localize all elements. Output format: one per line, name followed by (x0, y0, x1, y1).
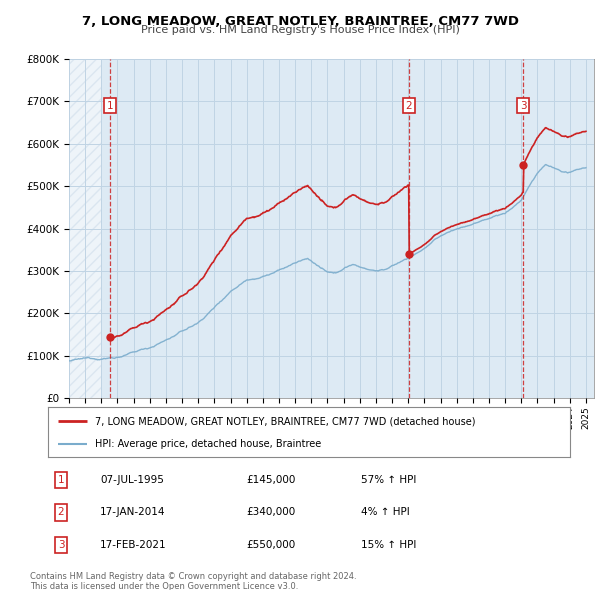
Text: 7, LONG MEADOW, GREAT NOTLEY, BRAINTREE, CM77 7WD (detached house): 7, LONG MEADOW, GREAT NOTLEY, BRAINTREE,… (95, 416, 475, 426)
Text: £145,000: £145,000 (247, 475, 296, 485)
Text: 2: 2 (406, 101, 412, 111)
Text: 17-JAN-2014: 17-JAN-2014 (100, 507, 166, 517)
Text: 57% ↑ HPI: 57% ↑ HPI (361, 475, 416, 485)
Text: £550,000: £550,000 (247, 540, 296, 550)
Text: 3: 3 (58, 540, 64, 550)
Text: 2: 2 (58, 507, 64, 517)
Text: Contains HM Land Registry data © Crown copyright and database right 2024.: Contains HM Land Registry data © Crown c… (30, 572, 356, 581)
Text: HPI: Average price, detached house, Braintree: HPI: Average price, detached house, Brai… (95, 439, 321, 449)
Bar (69, 59, 101, 398)
Text: £340,000: £340,000 (247, 507, 296, 517)
Text: 1: 1 (106, 101, 113, 111)
Text: 1: 1 (58, 475, 64, 485)
Text: 17-FEB-2021: 17-FEB-2021 (100, 540, 167, 550)
Text: This data is licensed under the Open Government Licence v3.0.: This data is licensed under the Open Gov… (30, 582, 298, 590)
Text: 15% ↑ HPI: 15% ↑ HPI (361, 540, 416, 550)
Text: 7, LONG MEADOW, GREAT NOTLEY, BRAINTREE, CM77 7WD: 7, LONG MEADOW, GREAT NOTLEY, BRAINTREE,… (82, 15, 518, 28)
Text: Price paid vs. HM Land Registry's House Price Index (HPI): Price paid vs. HM Land Registry's House … (140, 25, 460, 35)
Text: 4% ↑ HPI: 4% ↑ HPI (361, 507, 410, 517)
Text: 3: 3 (520, 101, 527, 111)
Text: 07-JUL-1995: 07-JUL-1995 (100, 475, 164, 485)
